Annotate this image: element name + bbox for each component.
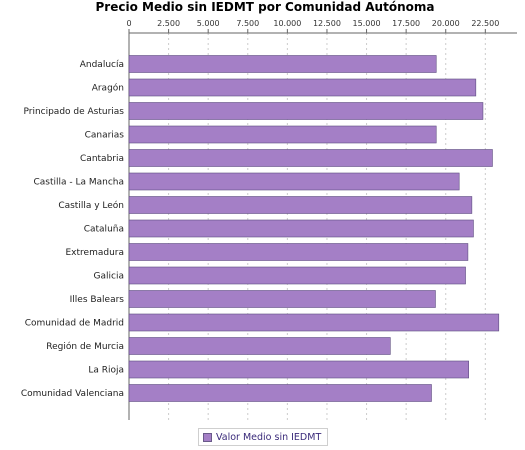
category-label-4: Cantabria	[80, 154, 124, 164]
x-tick-label-0: 0	[126, 19, 131, 28]
category-label-11: Comunidad de Madrid	[25, 319, 124, 329]
category-label-1: Aragón	[92, 83, 124, 94]
bar-9	[128, 266, 466, 285]
category-label-7: Cataluña	[84, 225, 124, 235]
bars	[128, 55, 500, 402]
category-label-5: Castilla - La Mancha	[33, 178, 124, 188]
bar-12	[128, 337, 391, 355]
legend-swatch	[203, 432, 212, 442]
category-label-6: Castilla y León	[58, 200, 124, 211]
category-labels: Andalucía Aragón Principado de Asturias Can…	[21, 60, 124, 399]
category-label-3: Canarias	[85, 131, 125, 141]
bar-13	[128, 360, 469, 379]
x-tick-label-5: 12.500	[313, 19, 341, 28]
category-label-13: La Rioja	[88, 366, 124, 376]
bar-2	[128, 102, 484, 120]
x-tick-label-7: 17.500	[392, 19, 420, 28]
x-tick-label-1: 2.500	[157, 19, 180, 28]
bar-4	[128, 149, 493, 167]
bar-1	[128, 78, 477, 97]
bar-7	[128, 219, 474, 238]
x-tick-label-3: 7.500	[236, 19, 259, 28]
category-label-0: Andalucía	[80, 60, 124, 70]
x-tick-label-6: 15.000	[353, 19, 381, 28]
category-label-8: Extremadura	[66, 248, 125, 258]
bar-3	[128, 125, 437, 144]
bar-0	[128, 55, 437, 73]
chart-title: Precio Medio sin IEDMT por Comunidad Aut…	[96, 0, 435, 14]
legend: Valor Medio sin IEDMT	[198, 428, 328, 446]
x-tick-label-2: 5.000	[197, 19, 220, 28]
category-label-10: Illes Balears	[70, 295, 125, 305]
legend-label: Valor Medio sin IEDMT	[216, 431, 322, 443]
bar-6	[128, 196, 473, 214]
bar-10	[128, 290, 436, 308]
bar-11	[128, 313, 500, 332]
bar-14	[128, 384, 432, 402]
x-tick-label-8: 20.000	[432, 19, 460, 28]
category-label-9: Galicia	[94, 272, 124, 282]
bar-5	[128, 172, 460, 191]
category-label-14: Comunidad Valenciana	[21, 389, 124, 399]
category-label-12: Región de Murcia	[46, 341, 124, 352]
x-tick-label-4: 10.000	[273, 19, 301, 28]
x-tick-label-9: 22.500	[471, 19, 499, 28]
bar-8	[128, 243, 469, 261]
category-label-2: Principado de Asturias	[23, 107, 124, 117]
